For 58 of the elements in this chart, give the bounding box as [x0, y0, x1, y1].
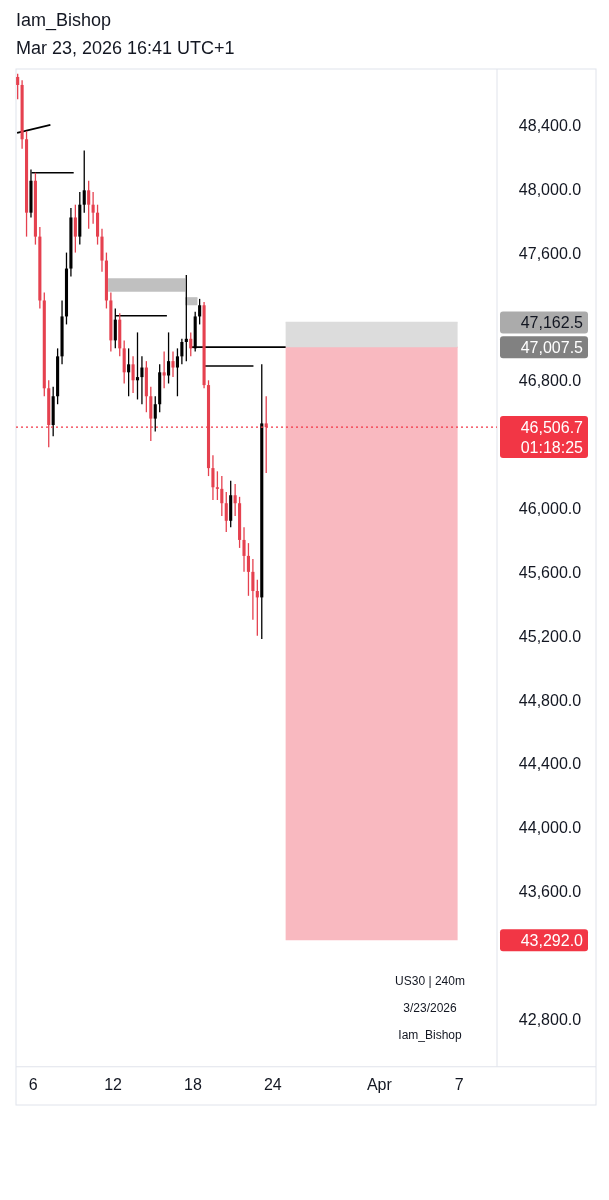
candlestick: [96, 204, 100, 246]
candlestick: [131, 355, 135, 394]
x-tick-label: 24: [263, 1076, 282, 1093]
x-tick-label: 6: [28, 1076, 38, 1093]
y-tick-label: 44,000.0: [518, 819, 582, 837]
candlestick: [73, 204, 77, 254]
annotation: US30 | 240m: [395, 974, 465, 988]
y-tick-label: 43,600.0: [518, 883, 582, 901]
candlestick: [153, 395, 157, 433]
candlestick: [211, 454, 215, 501]
candlestick: [87, 180, 91, 230]
chart-subtitle: Mar 23, 2026 16:41 UTC+1: [16, 38, 235, 58]
candlestick: [135, 331, 140, 401]
candlestick: [251, 558, 255, 621]
x-tick-label: 18: [184, 1076, 202, 1093]
candlestick: [140, 355, 144, 405]
y-tick-label: 43,292.0: [520, 932, 584, 950]
chart-title: Iam_Bishop: [16, 10, 112, 31]
candlestick: [184, 274, 188, 362]
y-tick-label: 47,600.0: [518, 244, 582, 262]
candlestick: [233, 483, 237, 517]
y-tick-label: 42,800.0: [518, 1010, 582, 1028]
x-tick-label: 12: [104, 1076, 123, 1093]
y-tick-label: 48,400.0: [518, 116, 582, 134]
candlestick: [167, 331, 171, 385]
candlestick: [122, 339, 126, 385]
candlestick: [91, 191, 95, 225]
candlestick: [175, 347, 179, 397]
candlestick: [198, 298, 202, 326]
x-tick-label: Apr: [366, 1076, 393, 1093]
candlestick: [180, 338, 184, 365]
y-tick-label: 45,200.0: [518, 627, 582, 645]
candlestick: [242, 526, 246, 573]
y-tick-label: 46,800.0: [518, 372, 582, 390]
y-tick-label: 45,600.0: [518, 563, 582, 581]
y-tick-label: 44,800.0: [518, 691, 582, 709]
candlestick: [16, 73, 20, 100]
y-tick-label: 48,000.0: [518, 180, 582, 198]
candlestick: [215, 470, 219, 501]
candlestick: [149, 386, 153, 442]
candlestick: [100, 227, 104, 273]
candlestick: [162, 350, 166, 389]
y-tick-label: 47,007.5: [520, 339, 584, 357]
candlestick: [171, 350, 175, 378]
y-tick-label: 47,162.5: [520, 314, 584, 332]
y-tick-label: 46,000.0: [518, 500, 582, 518]
candlestick: [224, 491, 228, 533]
candlestick: [246, 542, 251, 597]
y-tick-label: 44,400.0: [518, 755, 582, 773]
x-tick-label: 7: [454, 1076, 464, 1093]
candlestick: [220, 475, 224, 517]
candlestick: [127, 347, 131, 397]
candlestick: [255, 579, 259, 637]
ref-line-label: 46,506.7 01:18:25: [520, 419, 584, 457]
candlestick: [82, 149, 86, 214]
annotation: Iam_Bishop: [398, 1028, 463, 1042]
annotation: 3/23/2026: [403, 1001, 458, 1015]
candlestick: [189, 331, 193, 357]
